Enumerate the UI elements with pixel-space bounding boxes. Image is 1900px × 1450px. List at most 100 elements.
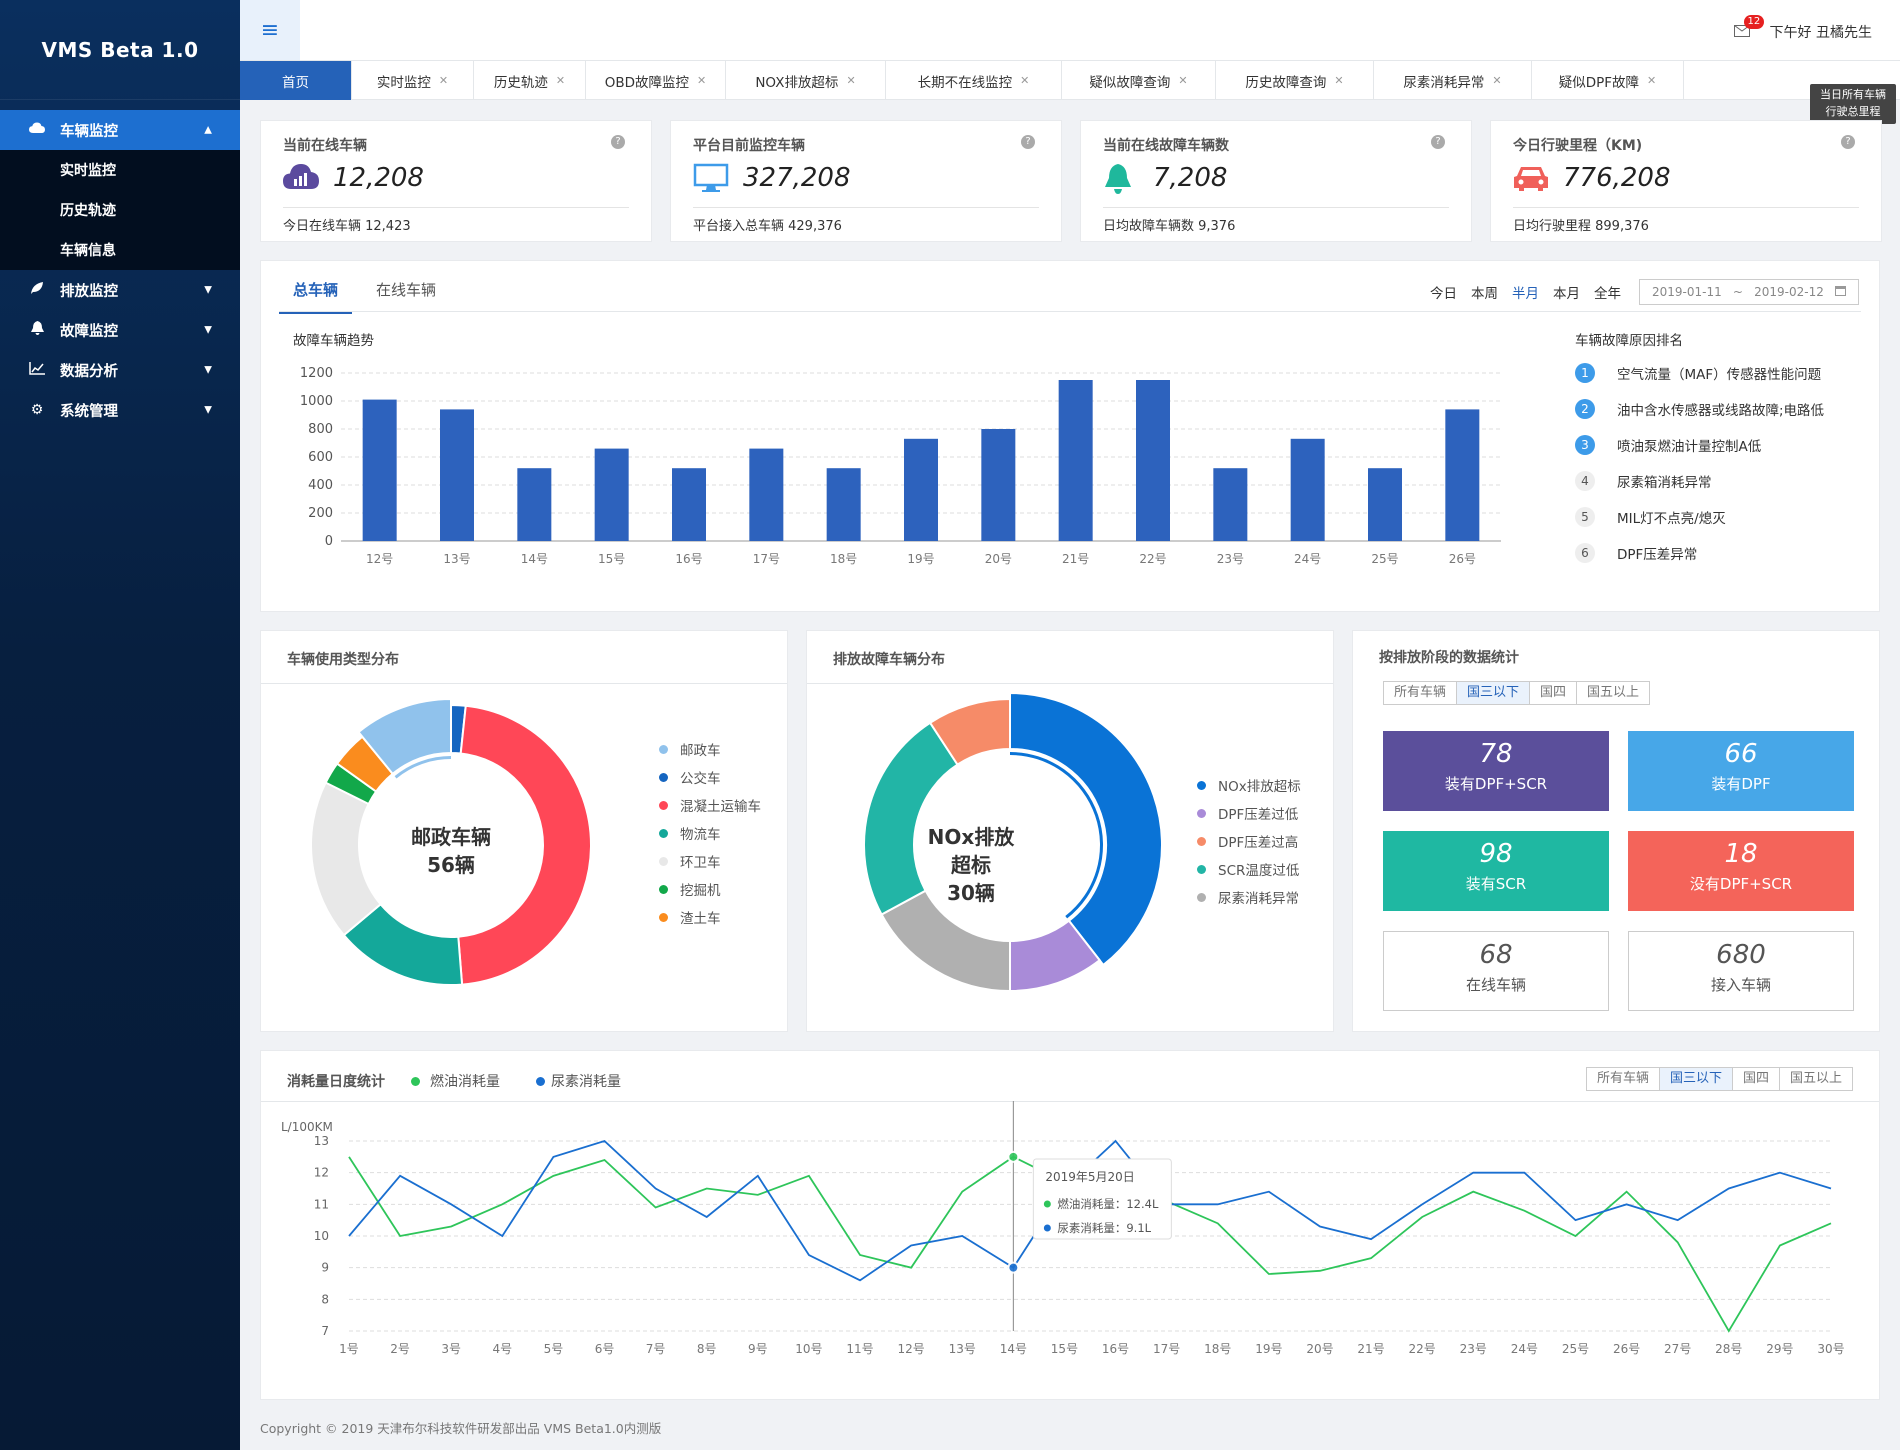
sidebar-group-system[interactable]: ⚙ 系统管理 ▼ — [0, 390, 240, 430]
donut-slice[interactable] — [1009, 691, 1163, 967]
legend-label: 渣土车 — [680, 911, 721, 927]
tab-5[interactable]: 长期不在线监控 ✕ — [886, 61, 1062, 100]
legend-item[interactable]: 环卫车 — [659, 851, 721, 871]
close-icon[interactable]: ✕ — [1020, 74, 1030, 87]
legend-item[interactable]: 尿素消耗异常 — [1197, 887, 1299, 907]
bar[interactable] — [1136, 380, 1170, 541]
close-icon[interactable]: ✕ — [1647, 74, 1657, 87]
legend-item[interactable]: 挖掘机 — [659, 879, 721, 899]
stat-value: 68 — [1479, 940, 1513, 970]
tab-total-vehicles[interactable]: 总车辆 — [279, 279, 353, 314]
hover-point[interactable] — [1007, 1261, 1020, 1274]
message-icon[interactable]: 12 — [1733, 15, 1765, 41]
hover-point[interactable] — [1007, 1150, 1020, 1163]
bar[interactable] — [1445, 409, 1480, 541]
filter-5-above[interactable]: 国五以上 — [1789, 1071, 1842, 1086]
bar[interactable] — [440, 409, 474, 541]
bar[interactable] — [904, 438, 938, 541]
sidebar-item-vehicle-info[interactable]: 车辆信息 — [60, 243, 116, 259]
donut-slice[interactable] — [457, 704, 592, 986]
bar[interactable] — [672, 468, 706, 541]
tab-7[interactable]: 历史故障查询 ✕ — [1216, 61, 1374, 100]
legend-item[interactable]: 物流车 — [659, 823, 721, 843]
bar[interactable] — [1290, 438, 1325, 541]
legend-item[interactable]: NOx排放超标 — [1197, 775, 1301, 795]
tab-6[interactable]: 疑似故障查询 ✕ — [1062, 61, 1216, 100]
bar[interactable] — [981, 429, 1016, 541]
donut-slice[interactable] — [310, 781, 383, 937]
sidebar-group-analysis[interactable]: 数据分析 ▼ — [0, 350, 240, 390]
bar[interactable] — [517, 468, 552, 541]
close-icon[interactable]: ✕ — [1492, 74, 1502, 87]
bar[interactable] — [1213, 468, 1248, 541]
date-range-input[interactable]: 2019-01-11 ~ 2019-02-12 — [1639, 279, 1859, 305]
sidebar-group-label: 系统管理 — [60, 403, 118, 420]
filter-all[interactable]: 所有车辆 — [1587, 1068, 1660, 1090]
donut-slice[interactable] — [928, 697, 1011, 767]
tab-online-vehicles[interactable]: 在线车辆 — [376, 281, 437, 299]
filter-below-3[interactable]: 国三以下 — [1659, 1068, 1733, 1090]
bar[interactable] — [1368, 468, 1402, 541]
range-today-button[interactable]: 今日 — [1430, 286, 1457, 302]
tab-0[interactable]: 首页 — [240, 61, 352, 100]
filter-all[interactable]: 所有车辆 — [1384, 682, 1458, 704]
filter-4[interactable]: 国四 — [1733, 1068, 1780, 1090]
rank-number: 1 — [1575, 363, 1595, 383]
bar[interactable] — [749, 448, 784, 541]
stat-connected[interactable]: 680 接入车辆 — [1628, 931, 1854, 1011]
bar[interactable] — [362, 399, 397, 541]
filter-below-3[interactable]: 国三以下 — [1457, 682, 1531, 704]
user-greeting[interactable]: 下午好 丑橘先生 — [1769, 25, 1872, 41]
legend-item[interactable]: 邮政车 — [659, 739, 721, 759]
legend-label-urea[interactable]: 尿素消耗量 — [551, 1074, 621, 1090]
bar[interactable] — [594, 448, 629, 541]
calendar-icon[interactable] — [1834, 285, 1846, 299]
bar[interactable] — [1058, 380, 1093, 541]
help-icon[interactable]: ? — [1431, 135, 1445, 149]
close-icon[interactable]: ✕ — [697, 74, 707, 87]
tab-3[interactable]: OBD故障监控 ✕ — [586, 61, 726, 100]
legend-item[interactable]: DPF压差过高 — [1197, 831, 1298, 851]
legend-item[interactable]: 公交车 — [659, 767, 721, 787]
range-month-button[interactable]: 本月 — [1553, 286, 1580, 302]
legend-item[interactable]: SCR温度过低 — [1197, 859, 1299, 879]
legend-item[interactable]: 混凝土运输车 — [659, 795, 761, 815]
tab-2[interactable]: 历史轨迹 ✕ — [474, 61, 586, 100]
tab-4[interactable]: NOX排放超标 ✕ — [726, 61, 886, 100]
close-icon[interactable]: ✕ — [1178, 74, 1188, 87]
stat-dpf-scr[interactable]: 78 装有DPF+SCR — [1383, 731, 1609, 811]
close-icon[interactable]: ✕ — [438, 74, 449, 87]
close-icon[interactable]: ✕ — [846, 74, 856, 87]
range-halfmonth-button[interactable]: 半月 — [1512, 286, 1539, 302]
stat-dpf[interactable]: 66 装有DPF — [1628, 731, 1854, 811]
sidebar-item-realtime[interactable]: 实时监控 — [60, 163, 116, 179]
sidebar-group-vehicle-monitor[interactable]: 车辆监控 ▲ — [0, 110, 240, 150]
close-icon[interactable]: ✕ — [1334, 74, 1344, 87]
range-week-button[interactable]: 本周 — [1471, 286, 1498, 302]
stat-scr[interactable]: 98 装有SCR — [1383, 831, 1609, 911]
range-year-button[interactable]: 全年 — [1594, 286, 1621, 302]
x-tick-label: 16号 — [675, 552, 702, 566]
sidebar-group-emission[interactable]: 排放监控 ▼ — [0, 270, 240, 310]
legend-label-fuel[interactable]: 燃油消耗量 — [430, 1074, 500, 1090]
sidebar-group-fault[interactable]: 故障监控 ▼ — [0, 310, 240, 350]
menu-toggle-icon[interactable]: ≡ — [240, 0, 300, 60]
bar[interactable] — [826, 468, 861, 541]
filter-4[interactable]: 国四 — [1530, 682, 1578, 704]
filter-5-above[interactable]: 国五以上 — [1587, 685, 1640, 700]
donut-slice[interactable] — [357, 697, 452, 776]
tab-9[interactable]: 疑似DPF故障 ✕ — [1532, 61, 1684, 100]
legend-item[interactable]: DPF压差过低 — [1197, 803, 1298, 823]
legend-item[interactable]: 渣土车 — [659, 907, 721, 927]
fault-trend-panel: 总车辆 在线车辆 今日 本周 半月 本月 全年 2019-01-11 ~ 201… — [260, 260, 1880, 612]
kpi-title: 当前在线故障车辆数 — [1103, 138, 1229, 154]
sidebar-item-history[interactable]: 历史轨迹 — [60, 203, 116, 219]
stat-no-dpf-scr[interactable]: 18 没有DPF+SCR — [1628, 831, 1854, 911]
help-icon[interactable]: ? — [611, 135, 625, 149]
tab-1[interactable]: 实时监控 ✕ — [352, 61, 474, 100]
close-icon[interactable]: ✕ — [555, 74, 566, 87]
stat-online[interactable]: 68 在线车辆 — [1383, 931, 1609, 1011]
tab-8[interactable]: 尿素消耗异常 ✕ — [1374, 61, 1532, 100]
help-icon[interactable]: ? — [1841, 135, 1855, 149]
help-icon[interactable]: ? — [1021, 135, 1035, 149]
